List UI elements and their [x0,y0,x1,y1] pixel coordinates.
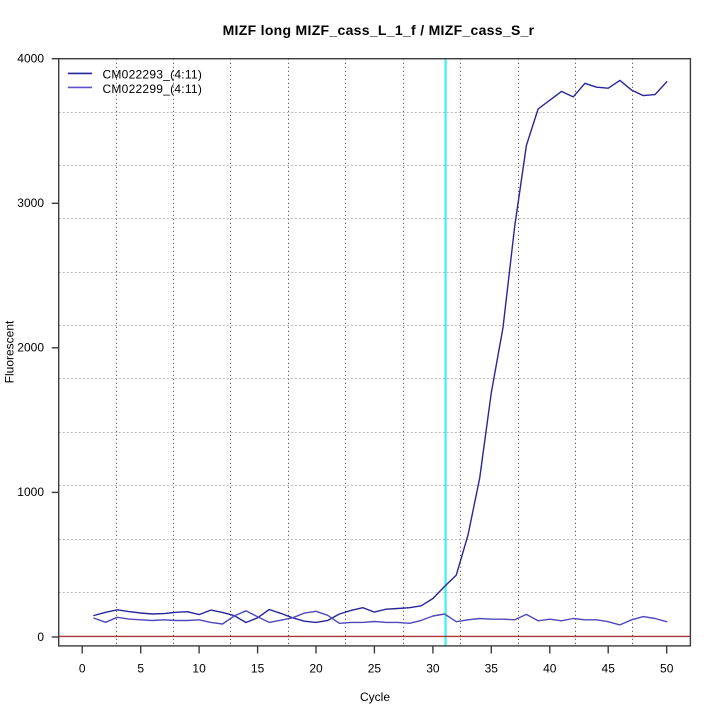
svg-text:10: 10 [192,662,206,676]
svg-text:35: 35 [485,662,499,676]
svg-text:20: 20 [309,662,323,676]
svg-text:CM022293_(4:11): CM022293_(4:11) [103,67,203,81]
svg-text:2000: 2000 [17,341,44,355]
svg-text:45: 45 [602,662,616,676]
svg-text:0: 0 [79,662,86,676]
svg-text:50: 50 [660,662,674,676]
svg-text:4000: 4000 [17,52,44,66]
svg-text:Fluorescent: Fluorescent [3,320,17,383]
svg-text:1000: 1000 [17,485,44,499]
svg-text:30: 30 [426,662,440,676]
svg-text:Cycle: Cycle [360,690,390,704]
svg-text:15: 15 [251,662,265,676]
svg-text:40: 40 [543,662,557,676]
svg-text:3000: 3000 [17,196,44,210]
svg-text:5: 5 [137,662,144,676]
svg-text:25: 25 [368,662,382,676]
svg-text:MIZF long MIZF_cass_L_1_f / MI: MIZF long MIZF_cass_L_1_f / MIZF_cass_S_… [223,22,535,38]
svg-text:CM022299_(4:11): CM022299_(4:11) [103,82,203,96]
svg-text:0: 0 [37,630,44,644]
